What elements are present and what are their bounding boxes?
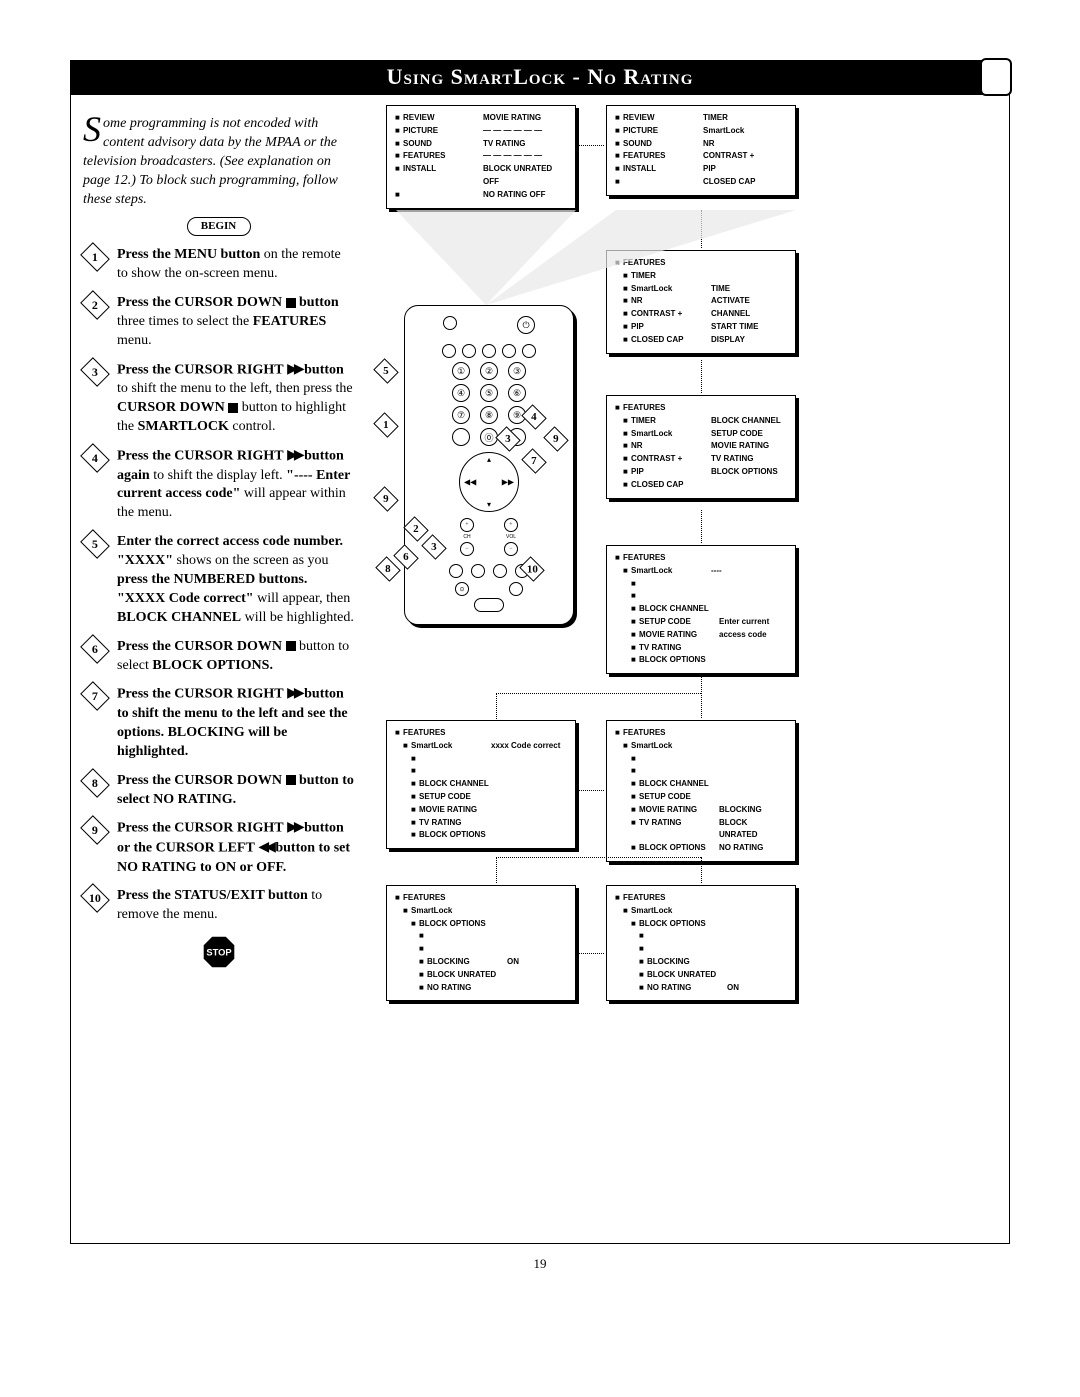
ach-button xyxy=(452,428,470,446)
remote-control: ⏻ ①②③ ④⑤⑥ ⑦⑧⑨ ⓪ ▴▾◀◀▶▶ + CH − xyxy=(404,305,574,625)
content-frame: Some programming is not encoded with con… xyxy=(70,94,1010,1244)
connector xyxy=(578,145,604,146)
num-2: ② xyxy=(480,362,498,380)
step-number: 10 xyxy=(80,884,110,914)
connector xyxy=(701,360,702,393)
page-title-bar: Using SmartLock - No Rating xyxy=(70,60,1010,94)
osd-panel-1: ■REVIEWMOVIE RATING■PICTURE— — — — — —■S… xyxy=(386,105,576,209)
status-button xyxy=(449,564,463,578)
sleep-button xyxy=(443,316,457,330)
step-text: Press the MENU button on the remote to s… xyxy=(117,246,354,284)
num-4: ④ xyxy=(452,384,470,402)
num-8: ⑧ xyxy=(480,406,498,424)
connector xyxy=(496,693,497,719)
connector xyxy=(701,673,702,718)
osd-panel-6: ■FEATURES■SmartLockxxxx Code correct■ ■■… xyxy=(386,720,576,849)
osd-panel-2: ■REVIEWTIMER■PICTURESmartLock■SOUNDNR■FE… xyxy=(606,105,796,196)
cc-button xyxy=(471,564,485,578)
num-1: ① xyxy=(452,362,470,380)
remote-tag-9: 9 xyxy=(373,486,398,511)
step-number: 7 xyxy=(80,682,110,712)
step-number: 4 xyxy=(80,443,110,473)
osd-panel-8: ■FEATURES■SmartLock■BLOCK OPTIONS■ ■■BLO… xyxy=(386,885,576,1001)
svg-text:STOP: STOP xyxy=(206,948,231,958)
record-button: ⊙ xyxy=(455,582,469,596)
ch-up: + xyxy=(460,518,474,532)
reset-button xyxy=(509,582,523,596)
step-number: 1 xyxy=(80,242,110,272)
step-text: Press the CURSOR RIGHT ▶▶ button to shif… xyxy=(117,361,354,437)
step-text: Press the CURSOR RIGHT ▶▶ button again t… xyxy=(117,447,354,523)
step-text: Press the STATUS/EXIT button to remove t… xyxy=(117,887,354,925)
step-number: 9 xyxy=(80,816,110,846)
ch-down: − xyxy=(460,542,474,556)
num-3: ③ xyxy=(508,362,526,380)
remote-tag-1: 1 xyxy=(373,412,398,437)
remote-tag-5: 5 xyxy=(373,358,398,383)
diagram-column: ■REVIEWMOVIE RATING■PICTURE— — — — — —■S… xyxy=(366,95,1009,1243)
step-number: 8 xyxy=(80,768,110,798)
connector xyxy=(578,790,604,791)
instructions-column: Some programming is not encoded with con… xyxy=(71,95,366,1243)
osd-panel-3: ■FEATURES■TIMER■SmartLockTIME■NRACTIVATE… xyxy=(606,250,796,354)
step-text: Press the CURSOR DOWN button to select N… xyxy=(117,772,354,810)
begin-marker: BEGIN xyxy=(187,217,251,236)
page-title: Using SmartLock - No Rating xyxy=(387,64,694,90)
title-badge xyxy=(980,58,1012,96)
step-number: 2 xyxy=(80,290,110,320)
step-number: 3 xyxy=(80,357,110,387)
step-text: Press the CURSOR RIGHT ▶▶ button to shif… xyxy=(117,685,354,761)
step-2: 2Press the CURSOR DOWN button three time… xyxy=(83,294,354,351)
dropcap: S xyxy=(83,115,103,143)
intro-text: ome programming is not encoded with cont… xyxy=(83,116,338,207)
step-5: 5Enter the correct access code number. "… xyxy=(83,533,354,627)
osd-panel-9: ■FEATURES■SmartLock■BLOCK OPTIONS■ ■■BLO… xyxy=(606,885,796,1001)
intro-paragraph: Some programming is not encoded with con… xyxy=(83,115,354,209)
vol-down: − xyxy=(504,542,518,556)
src-vcr xyxy=(442,344,456,358)
src-tv xyxy=(502,344,516,358)
clock-button xyxy=(493,564,507,578)
num-5: ⑤ xyxy=(480,384,498,402)
step-1: 1Press the MENU button on the remote to … xyxy=(83,246,354,284)
power-button: ⏻ xyxy=(517,316,535,334)
sound-button xyxy=(474,598,504,612)
step-9: 9Press the CURSOR RIGHT ▶▶ button or the… xyxy=(83,819,354,877)
src-cd xyxy=(482,344,496,358)
connector xyxy=(701,510,702,543)
connector xyxy=(578,953,604,954)
step-4: 4Press the CURSOR RIGHT ▶▶ button again … xyxy=(83,447,354,523)
stop-marker: STOP xyxy=(202,935,236,969)
step-3: 3Press the CURSOR RIGHT ▶▶ button to shi… xyxy=(83,361,354,437)
step-text: Press the CURSOR RIGHT ▶▶ button or the … xyxy=(117,819,354,877)
src-dvd xyxy=(522,344,536,358)
vol-up: + xyxy=(504,518,518,532)
src-cable xyxy=(462,344,476,358)
num-6: ⑥ xyxy=(508,384,526,402)
step-number: 5 xyxy=(80,529,110,559)
page-number: 19 xyxy=(70,1256,1010,1272)
step-8: 8Press the CURSOR DOWN button to select … xyxy=(83,772,354,810)
step-number: 6 xyxy=(80,634,110,664)
step-6: 6Press the CURSOR DOWN button to select … xyxy=(83,638,354,676)
osd-panel-4: ■FEATURES■TIMERBLOCK CHANNEL■SmartLockSE… xyxy=(606,395,796,499)
cursor-pad: ▴▾◀◀▶▶ xyxy=(459,452,519,512)
osd-panel-5: ■FEATURES■SmartLock----■ ■■BLOCK CHANNEL… xyxy=(606,545,796,674)
step-7: 7Press the CURSOR RIGHT ▶▶ button to shi… xyxy=(83,685,354,761)
step-text: Press the CURSOR DOWN button three times… xyxy=(117,294,354,351)
connector xyxy=(496,857,701,858)
connector xyxy=(701,210,702,248)
connector xyxy=(496,857,497,883)
step-10: 10Press the STATUS/EXIT button to remove… xyxy=(83,887,354,925)
connector xyxy=(496,693,701,694)
connector xyxy=(701,857,702,883)
step-text: Enter the correct access code number. "X… xyxy=(117,533,354,627)
osd-panel-7: ■FEATURES■SmartLock■ ■■BLOCK CHANNEL■SET… xyxy=(606,720,796,862)
step-text: Press the CURSOR DOWN button to select B… xyxy=(117,638,354,676)
num-7: ⑦ xyxy=(452,406,470,424)
